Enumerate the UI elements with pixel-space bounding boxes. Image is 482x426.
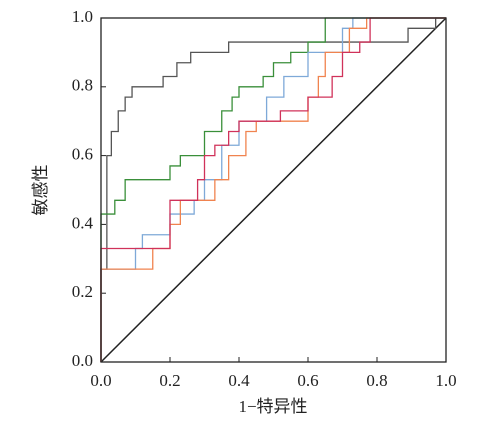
plot-frame <box>100 17 447 363</box>
x-tick-label: 0.8 <box>366 371 387 390</box>
roc-curve <box>100 17 446 362</box>
x-tick-label: 1.0 <box>435 371 456 390</box>
y-tick-label: 0.4 <box>72 213 94 232</box>
x-tick-label: 0.2 <box>159 371 180 390</box>
x-tick-label: 0.6 <box>297 371 318 390</box>
x-axis-label: 1−特异性 <box>238 397 307 416</box>
reference-diagonal <box>100 17 447 363</box>
y-tick-label: 1.0 <box>72 7 93 26</box>
y-axis-label: 敏感性 <box>31 165 50 216</box>
y-tick-label: 0.0 <box>72 351 93 370</box>
roc-curve <box>100 17 446 362</box>
y-tick-label: 0.2 <box>72 282 93 301</box>
y-tick-label: 0.6 <box>72 145 93 164</box>
roc-curve <box>100 17 446 362</box>
x-tick-label: 0.4 <box>228 371 250 390</box>
y-tick-label: 0.8 <box>72 76 93 95</box>
x-tick-label: 0.0 <box>90 371 111 390</box>
